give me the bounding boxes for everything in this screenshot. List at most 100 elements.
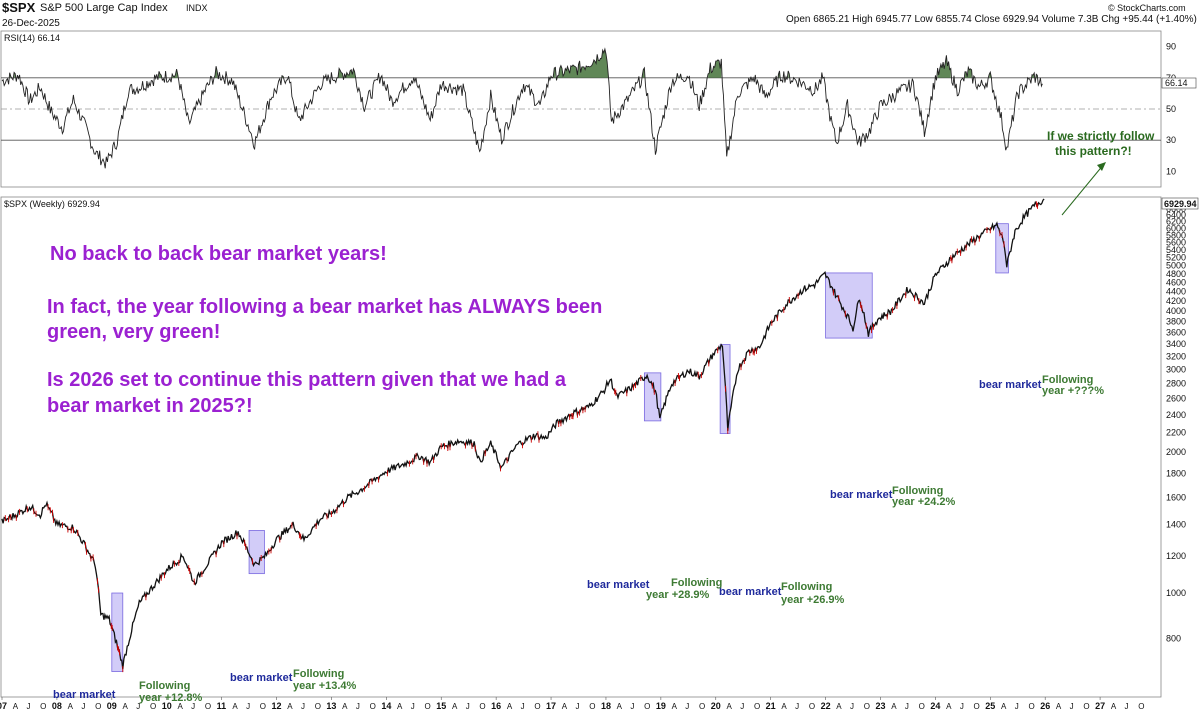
price-tick-4200: 4200 — [1166, 296, 1186, 306]
x-month-11-J: J — [246, 702, 250, 711]
x-year-23: 23 — [875, 701, 885, 711]
price-tick-4800: 4800 — [1166, 269, 1186, 279]
x-month-22-A: A — [836, 702, 842, 711]
x-month-07-A: A — [13, 702, 19, 711]
x-year-18: 18 — [601, 701, 611, 711]
x-month-25-J: J — [1015, 702, 1019, 711]
x-month-18-J: J — [630, 702, 634, 711]
x-year-24: 24 — [930, 701, 940, 711]
following-word-2020: Following — [781, 581, 832, 593]
x-year-09: 09 — [107, 701, 117, 711]
price-tick-3000: 3000 — [1166, 364, 1186, 374]
bear-label-2018: bear market — [587, 579, 650, 591]
quote-text: Open 6865.21 High 6945.77 Low 6855.74 Cl… — [786, 14, 1197, 25]
x-month-10-J: J — [191, 702, 195, 711]
x-month-17-A: A — [562, 702, 568, 711]
x-year-20: 20 — [711, 701, 721, 711]
question-line-1: If we strictly follow — [1047, 129, 1155, 143]
price-panel: $SPX (Weekly) 6929.94 800 1000 1200 1400 160… — [0, 196, 1199, 698]
rsi-tick-30: 30 — [1166, 135, 1176, 145]
headline-1: No back to back bear market years! — [50, 243, 387, 265]
price-panel-frame — [0, 196, 1162, 698]
x-month-19-A: A — [672, 702, 678, 711]
bear-market-box-2 — [643, 372, 662, 422]
x-year-08: 08 — [52, 701, 62, 711]
price-tick-4600: 4600 — [1166, 277, 1186, 287]
brand-text: © StockCharts.com — [1108, 3, 1186, 13]
x-month-11-O: O — [260, 702, 266, 711]
x-year-22: 22 — [821, 701, 831, 711]
question-line-2: this pattern?! — [1055, 144, 1132, 158]
x-month-13-A: A — [342, 702, 348, 711]
price-tick-2000: 2000 — [1166, 447, 1186, 457]
date-text: 26-Dec-2025 — [2, 18, 60, 29]
x-month-12-O: O — [315, 702, 321, 711]
price-tick-5000: 5000 — [1166, 260, 1186, 270]
x-month-09-J: J — [136, 702, 140, 711]
price-tick-1400: 1400 — [1166, 520, 1186, 530]
bear-market-box-0 — [111, 592, 124, 672]
bear-market-box-5 — [995, 223, 1009, 274]
x-year-17: 17 — [546, 701, 556, 711]
x-month-08-A: A — [68, 702, 74, 711]
x-month-23-A: A — [891, 702, 897, 711]
rsi-overbought-area — [344, 68, 356, 78]
x-month-16-J: J — [521, 702, 525, 711]
price-tick-2200: 2200 — [1166, 428, 1186, 438]
chart-header: $SPX S&P 500 Large Cap Index INDX 26-Dec… — [2, 0, 1197, 29]
x-month-08-J: J — [81, 702, 85, 711]
bear-label-2009: bear market — [53, 689, 116, 701]
x-month-27-A: A — [1111, 702, 1117, 711]
x-year-12: 12 — [272, 701, 282, 711]
price-tick-3800: 3800 — [1166, 316, 1186, 326]
x-year-11: 11 — [217, 701, 227, 711]
x-month-17-O: O — [589, 702, 595, 711]
bear-market-boxes — [111, 223, 1009, 672]
headline-4: Is 2026 set to continue this pattern giv… — [47, 369, 567, 391]
x-month-10-A: A — [177, 702, 183, 711]
x-month-24-O: O — [974, 702, 980, 711]
price-tick-6400: 6400 — [1166, 210, 1186, 220]
price-tick-5200: 5200 — [1166, 252, 1186, 262]
following-value-2022: year +24.2% — [892, 496, 956, 508]
price-tick-3600: 3600 — [1166, 327, 1186, 337]
x-month-27-O: O — [1138, 702, 1144, 711]
following-value-2018: year +28.9% — [646, 589, 710, 601]
x-month-21-O: O — [809, 702, 815, 711]
price-tick-5800: 5800 — [1166, 230, 1186, 240]
price-tick-5400: 5400 — [1166, 245, 1186, 255]
x-month-19-O: O — [699, 702, 705, 711]
bear-market-box-4 — [825, 272, 873, 339]
x-month-26-A: A — [1056, 702, 1062, 711]
following-value-2009: year +12.8% — [139, 692, 203, 704]
following-year-labels: Following year +12.8% Following year +13… — [139, 374, 1104, 704]
x-year-14: 14 — [381, 701, 391, 711]
following-word-2011: Following — [293, 668, 344, 680]
x-month-07-O: O — [40, 702, 46, 711]
x-month-14-O: O — [425, 702, 431, 711]
x-year-15: 15 — [436, 701, 446, 711]
x-month-25-O: O — [1028, 702, 1034, 711]
index-name-text: S&P 500 Large Cap Index — [40, 2, 168, 14]
headline-annotations: No back to back bear market years! In fa… — [47, 243, 602, 417]
rsi-overbought-area — [937, 55, 951, 78]
x-month-20-J: J — [740, 702, 744, 711]
price-tick-3200: 3200 — [1166, 351, 1186, 361]
x-month-14-J: J — [411, 702, 415, 711]
price-current-flag: 6929.94 — [1161, 197, 1199, 210]
price-tick-2800: 2800 — [1166, 378, 1186, 388]
price-tick-1600: 1600 — [1166, 492, 1186, 502]
bear-label-2022: bear market — [830, 489, 893, 501]
x-year-25: 25 — [985, 701, 995, 711]
price-line — [1, 198, 1045, 670]
rsi-flag-value: 66.14 — [1165, 78, 1188, 88]
x-month-11-A: A — [232, 702, 238, 711]
price-flag-box — [1161, 197, 1199, 210]
x-month-09-A: A — [123, 702, 129, 711]
following-value-2011: year +13.4% — [293, 680, 357, 692]
price-flag-value: 6929.94 — [1164, 199, 1197, 209]
x-month-18-O: O — [644, 702, 650, 711]
x-month-23-J: J — [905, 702, 909, 711]
x-year-13: 13 — [326, 701, 336, 711]
